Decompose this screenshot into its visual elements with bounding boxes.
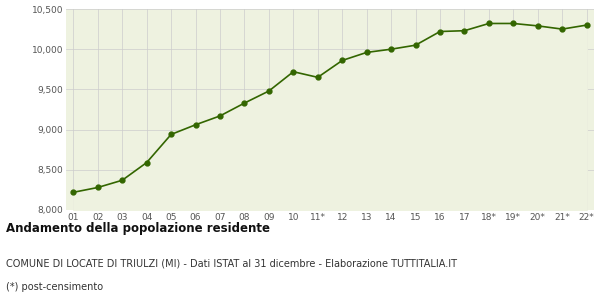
- Text: COMUNE DI LOCATE DI TRIULZI (MI) - Dati ISTAT al 31 dicembre - Elaborazione TUTT: COMUNE DI LOCATE DI TRIULZI (MI) - Dati …: [6, 258, 457, 268]
- Text: (*) post-censimento: (*) post-censimento: [6, 282, 103, 292]
- Text: Andamento della popolazione residente: Andamento della popolazione residente: [6, 222, 270, 235]
